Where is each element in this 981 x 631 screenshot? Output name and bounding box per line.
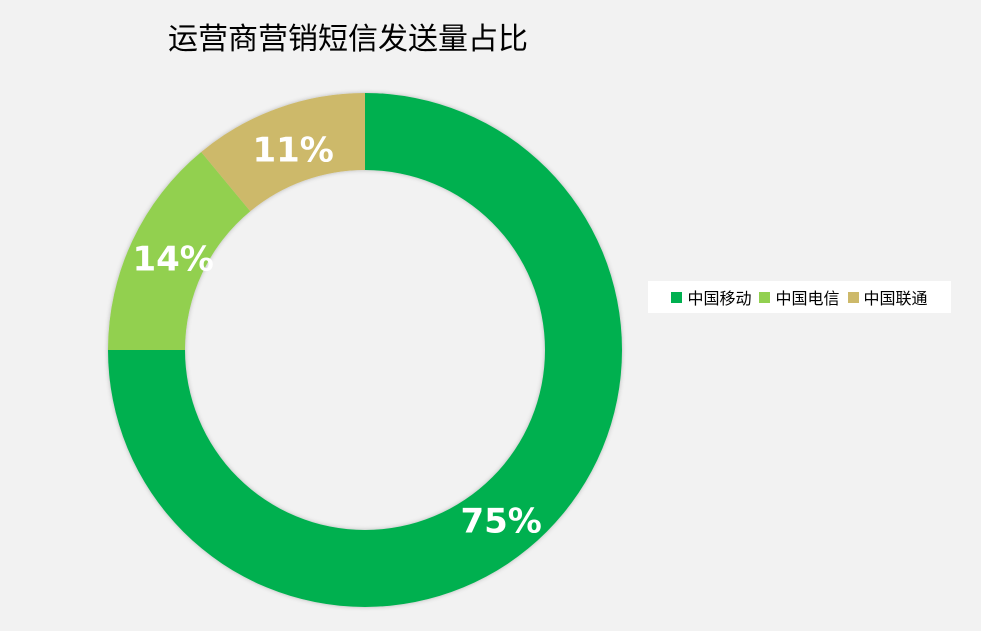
legend-item-1: 中国电信: [759, 285, 840, 309]
slice-1: [108, 151, 251, 350]
legend-item-0: 中国移动: [671, 285, 751, 309]
slice-0: [108, 93, 622, 607]
slice-label-2: 11%: [252, 131, 333, 171]
legend-item-2: 中国联通: [847, 285, 928, 309]
legend-label-2: 中国联通: [863, 289, 928, 308]
legend-label-0: 中国移动: [687, 289, 752, 308]
legend-swatch-2: [847, 291, 859, 303]
legend-swatch-1: [759, 291, 771, 303]
legend-swatch-0: [671, 291, 683, 303]
legend: 中国移动 中国电信 中国联通: [648, 281, 951, 313]
legend-label-1: 中国电信: [775, 289, 840, 308]
slice-label-0: 75%: [460, 502, 541, 542]
slice-label-1: 14%: [132, 240, 213, 280]
slice-2: [201, 93, 365, 212]
chart-title: 运营商营销短信发送量占比: [168, 22, 528, 57]
